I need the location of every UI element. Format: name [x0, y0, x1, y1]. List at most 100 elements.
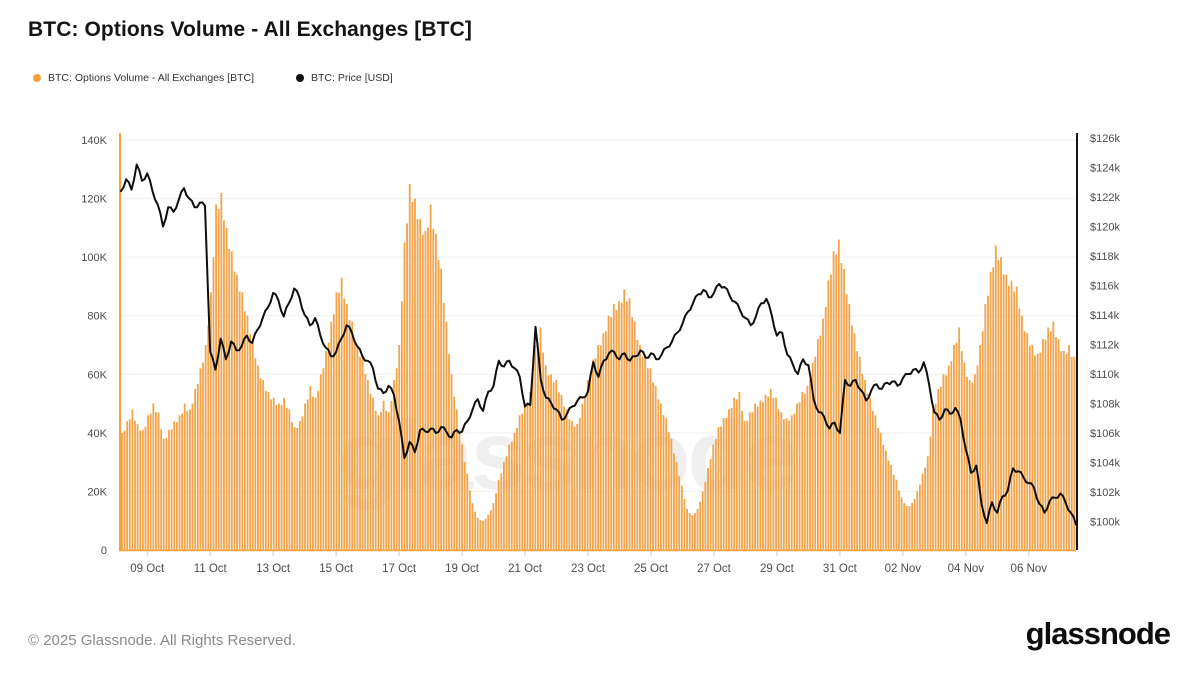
- volume-bar: [510, 442, 513, 550]
- volume-bar: [463, 461, 466, 550]
- volume-bar: [605, 331, 607, 550]
- volume-bar: [270, 399, 272, 550]
- volume-bar: [212, 257, 215, 550]
- volume-bar: [395, 368, 398, 550]
- volume-bar: [644, 356, 647, 550]
- volume-bar: [827, 280, 830, 550]
- volume-bar: [340, 277, 343, 550]
- volume-bar: [537, 342, 539, 550]
- volume-bar: [853, 333, 856, 550]
- volume-bar: [207, 325, 210, 550]
- options-volume-chart-canvas[interactable]: 09 Oct 11 Oct 13 Oct 15 Oct 17 Oct 19 Oct 21 O…: [0, 110, 1200, 580]
- y-right-tick-label: $110k: [1090, 369, 1120, 381]
- volume-bar: [220, 192, 223, 550]
- volume-bar: [992, 267, 995, 550]
- volume-bar: [908, 505, 911, 550]
- volume-bar: [421, 234, 424, 550]
- volume-bar: [390, 400, 393, 550]
- volume-bar: [121, 432, 123, 550]
- volume-bar: [971, 382, 974, 550]
- legend-label-options-volume: BTC: Options Volume - All Exchanges [BTC…: [48, 72, 255, 84]
- volume-bar: [411, 202, 414, 550]
- volume-bar: [547, 375, 550, 550]
- volume-bar: [714, 439, 717, 550]
- volume-bar: [712, 444, 715, 550]
- volume-bar: [905, 506, 908, 550]
- x-axis-tick-label: 15 Oct: [319, 563, 354, 575]
- volume-bar: [432, 229, 435, 550]
- x-axis-tick-label: 23 Oct: [571, 563, 606, 575]
- volume-bar: [929, 436, 932, 550]
- volume-bar: [571, 421, 573, 550]
- x-axis-tick-label: 04 Nov: [948, 563, 985, 575]
- volume-bar: [186, 410, 189, 550]
- volume-bar: [707, 468, 709, 550]
- volume-bar: [903, 503, 906, 550]
- volume-bar: [958, 327, 961, 550]
- y-right-tick-label: $126k: [1090, 133, 1120, 145]
- volume-bar: [293, 427, 296, 550]
- volume-bar: [126, 421, 129, 550]
- y-left-tick-label: 60K: [87, 369, 107, 381]
- volume-bar: [1041, 339, 1044, 550]
- volume-bar: [586, 380, 589, 550]
- volume-bar: [155, 412, 157, 550]
- volume-bar: [976, 365, 979, 550]
- volume-bar: [173, 421, 176, 550]
- y-left-tick-label: 20K: [87, 486, 107, 498]
- volume-bar: [479, 520, 482, 550]
- volume-bar: [327, 342, 330, 550]
- volume-bar: [215, 204, 218, 550]
- volume-bar: [202, 362, 204, 550]
- volume-bar: [521, 413, 524, 550]
- volume-bar: [576, 424, 579, 550]
- volume-bar: [911, 503, 913, 550]
- volume-bar: [680, 485, 683, 550]
- volume-bar: [963, 362, 966, 550]
- volume-bar: [458, 430, 461, 550]
- volume-bar: [314, 397, 317, 550]
- glassnode-logo[interactable]: glassnode: [1025, 616, 1171, 651]
- y-right-tick-label: $112k: [1090, 340, 1120, 352]
- volume-bar: [223, 220, 225, 550]
- volume-bar: [1000, 257, 1002, 550]
- volume-bar: [885, 450, 887, 550]
- volume-bar: [317, 390, 320, 550]
- volume-bar: [445, 321, 448, 550]
- volume-bar: [602, 333, 605, 550]
- volume-bar: [733, 397, 736, 550]
- volume-bar: [1047, 327, 1050, 550]
- volume-bar: [659, 403, 662, 550]
- volume-bar: [183, 403, 186, 550]
- volume-bar: [471, 503, 474, 550]
- volume-bar: [994, 245, 997, 550]
- volume-bar: [398, 345, 401, 550]
- x-axis-tick-label: 09 Oct: [130, 563, 165, 575]
- volume-bar: [1013, 291, 1016, 550]
- volume-bar: [264, 390, 267, 550]
- x-axis-tick-label: 31 Oct: [823, 563, 858, 575]
- volume-bar: [262, 380, 265, 550]
- volume-bar: [312, 396, 314, 550]
- volume-bar: [704, 481, 707, 550]
- chart-title: BTC: Options Volume - All Exchanges [BTC…: [28, 18, 472, 41]
- volume-bar: [599, 345, 602, 550]
- volume-bar: [1052, 321, 1055, 550]
- volume-bar: [199, 368, 202, 550]
- volume-bar: [474, 511, 477, 550]
- y-right-tick-label: $106k: [1090, 428, 1120, 440]
- volume-bar: [623, 289, 626, 550]
- chart-legend: BTC: Options Volume - All Exchanges [BTC…: [33, 72, 393, 84]
- volume-bar: [427, 227, 429, 550]
- volume-bar: [955, 342, 958, 550]
- volume-bar: [139, 430, 142, 550]
- volume-bar: [257, 365, 259, 550]
- volume-bar: [230, 251, 233, 551]
- legend-item-options-volume[interactable]: BTC: Options Volume - All Exchanges [BTC…: [33, 72, 254, 84]
- volume-bar: [529, 391, 531, 550]
- volume-bar: [913, 498, 916, 550]
- volume-bar: [296, 427, 299, 550]
- volume-bar: [597, 345, 600, 550]
- legend-item-price[interactable]: BTC: Price [USD]: [296, 72, 393, 84]
- volume-bar: [165, 437, 168, 550]
